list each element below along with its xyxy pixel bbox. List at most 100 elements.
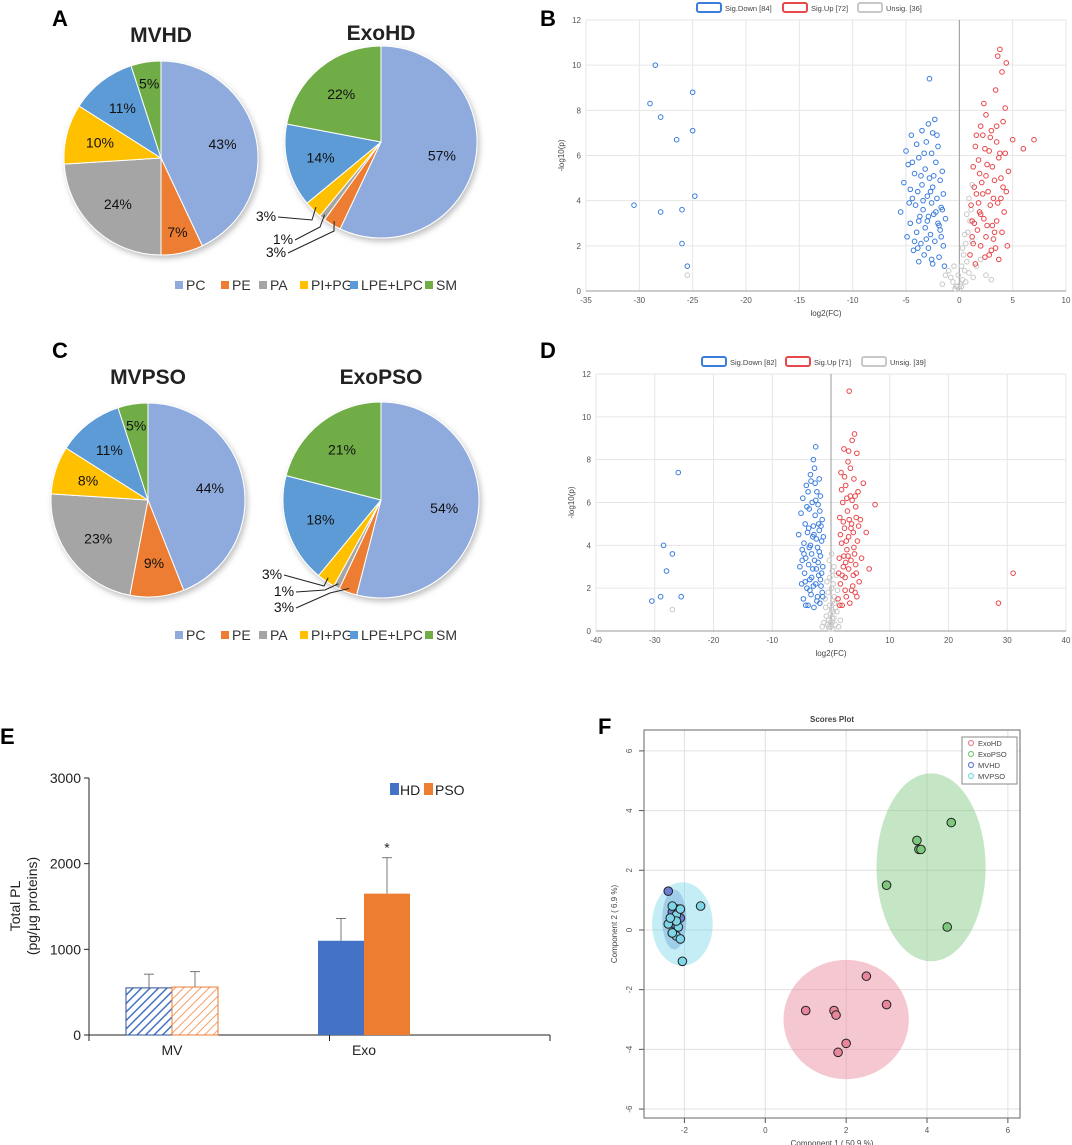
point-sig-up (843, 593, 850, 600)
point-sig-down (819, 516, 825, 523)
x-tick-label: -10 (847, 296, 859, 305)
point-sig-down (933, 159, 939, 166)
point-unsig (827, 602, 833, 609)
legend-swatch-pc (175, 281, 183, 289)
point-sig-down (689, 127, 696, 134)
legend-swatch-pa (259, 631, 267, 639)
point-sig-up (844, 508, 851, 514)
point-sig-up (999, 229, 1005, 236)
point-sig-down (905, 161, 911, 168)
point-unsig (951, 263, 957, 269)
point-sig-down (926, 175, 933, 181)
point-sig-down (916, 218, 922, 224)
point-exopso (946, 817, 957, 828)
point-sig-up (1004, 243, 1011, 249)
point-sig-up (1002, 150, 1009, 157)
legend-box (961, 736, 1018, 785)
point-sig-up (999, 69, 1005, 75)
point-sig-down (928, 200, 935, 206)
pie-slices (50, 402, 246, 598)
pie-slice-pc (147, 402, 246, 591)
legend-label-pi-pg: PI+PG (311, 627, 353, 643)
point-sig-up (977, 243, 984, 249)
point-sig-up (975, 157, 982, 163)
point-sig-up (993, 123, 1000, 129)
point-sig-down (811, 604, 817, 611)
point-sig-down (812, 480, 818, 487)
point-sig-up (860, 480, 867, 487)
pie-label-lpe-lpc: 11% (96, 442, 123, 458)
y-axis-label: Component 2 ( 6.9 %) (610, 885, 619, 964)
point-sig-up (989, 222, 996, 229)
point-sig-down (811, 531, 817, 538)
point-sig-down (910, 247, 917, 254)
point-unsig (983, 272, 989, 278)
point-sig-down (805, 561, 812, 568)
point-sig-down (923, 236, 930, 242)
point-sig-down (937, 177, 943, 184)
point-sig-up (838, 540, 845, 546)
point-sig-up (852, 493, 858, 499)
volcano-plot-d: -40 -30 -20 -10 0 10 20 30 40 0 2 4 6 8 10 12 log2(FC) -l… (567, 356, 1071, 658)
point-sig-down (815, 559, 821, 566)
point-sig-up (854, 593, 860, 600)
x-axis-label: Component 1 ( 50.9 %) (791, 1139, 874, 1145)
point-sig-down (802, 602, 809, 609)
pie-leader-line (283, 574, 329, 587)
point-unsig (830, 608, 837, 615)
point-sig-down (818, 570, 825, 576)
point-sig-down (679, 240, 685, 247)
point-sig-up (854, 538, 861, 544)
point-sig-down (811, 465, 818, 472)
point-sig-up (853, 514, 860, 521)
point-sig-up (976, 170, 983, 177)
point-exohd (831, 1010, 841, 1020)
point-sig-up (845, 553, 851, 559)
point-sig-up (840, 563, 847, 570)
point-unsig (827, 574, 833, 581)
point-sig-down (679, 206, 685, 213)
pie-slices (284, 45, 478, 239)
point-sig-down (928, 256, 935, 263)
legend-swatch-pc (175, 631, 183, 639)
point-sig-up (985, 188, 991, 195)
point-sig-down (920, 197, 926, 204)
point-sig-down (820, 533, 827, 540)
point-sig-down (924, 218, 931, 224)
point-sig-down (939, 168, 946, 175)
point-sig-up (839, 499, 846, 506)
point-sig-up (849, 497, 855, 504)
point-unsig (825, 589, 831, 596)
point-sig-up (1000, 118, 1006, 125)
point-sig-up (993, 139, 1000, 145)
point-sig-up (837, 514, 843, 521)
y-tick-label: 12 (582, 370, 591, 379)
point-sig-down (903, 148, 909, 154)
point-sig-up (972, 143, 979, 150)
pie-slice-lpe-lpc (284, 123, 383, 204)
point-sig-down (913, 229, 920, 236)
point-sig-down (906, 200, 913, 206)
x-category-label: Exo (352, 1042, 376, 1058)
point-sig-up (842, 587, 848, 594)
point-sig-down (808, 478, 814, 484)
point-sig-up (969, 234, 975, 240)
legend-swatch-unsig-39 (861, 356, 887, 367)
pie-label-sm: 5% (139, 75, 159, 91)
y-axis-label: -log10(p) (567, 486, 576, 518)
point-sig-down (801, 540, 807, 546)
point-sig-up (839, 602, 845, 609)
pie-leader-line (294, 214, 326, 241)
point-sig-down (940, 191, 947, 197)
point-unsig (835, 623, 842, 630)
point-sig-down (818, 583, 824, 589)
bar-exo-pso (364, 893, 410, 1035)
y-tick-label: 10 (572, 61, 581, 70)
x-tick-label: 2 (844, 1126, 849, 1135)
x-tick-label: -30 (634, 296, 646, 305)
point-sig-up (1031, 136, 1037, 143)
y-tick-label: -2 (625, 986, 634, 994)
point-sig-up (987, 134, 994, 141)
point-sig-down (934, 195, 940, 202)
